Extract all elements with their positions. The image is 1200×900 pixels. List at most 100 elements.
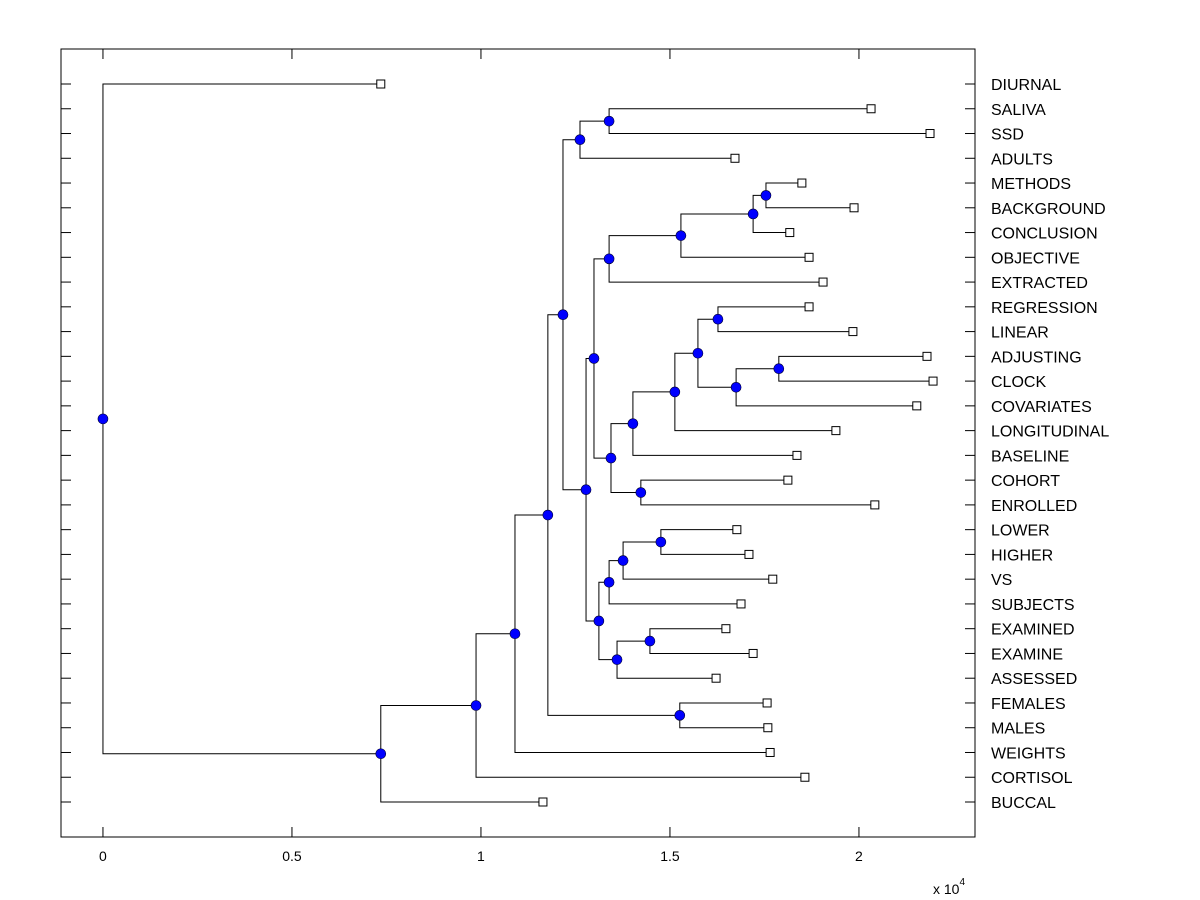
leaf-label: MALES xyxy=(991,721,1045,738)
cluster-node xyxy=(574,134,586,146)
cluster-node xyxy=(730,381,742,393)
cluster-node xyxy=(773,363,785,375)
cluster-node xyxy=(375,748,387,760)
cluster-node xyxy=(603,576,615,588)
leaf-marker xyxy=(800,772,810,782)
branch-link xyxy=(380,704,477,754)
leaf-label: SSD xyxy=(991,127,1024,144)
x-tick-label: 0 xyxy=(99,848,107,864)
branch-link xyxy=(598,620,618,661)
leaf-label: CLOCK xyxy=(991,374,1046,391)
x-tick-label: 1.5 xyxy=(660,848,680,864)
leaf-label: FEMALES xyxy=(991,696,1066,713)
leaf-marker xyxy=(922,351,932,361)
branch-link xyxy=(547,515,680,716)
branch-link xyxy=(380,753,543,803)
leaf-marker xyxy=(376,79,386,89)
branch-link xyxy=(752,213,790,234)
internal-nodes xyxy=(97,115,785,760)
x-tick-label: 2 xyxy=(855,848,863,864)
leaf-label: EXTRACTED xyxy=(991,275,1088,292)
branch-link xyxy=(680,213,754,236)
branch-link xyxy=(608,258,824,283)
leaf-label: COHORT xyxy=(991,473,1060,490)
plot-area xyxy=(60,48,976,838)
leaf-label: BACKGROUND xyxy=(991,201,1106,218)
leaf-label: METHODS xyxy=(991,176,1071,193)
leaf-label: VS xyxy=(991,572,1012,589)
branch-link xyxy=(697,318,718,354)
cluster-node xyxy=(627,418,639,429)
leaf-marker xyxy=(804,252,814,262)
cluster-node xyxy=(542,509,554,521)
leaf-label: LINEAR xyxy=(991,325,1049,342)
x-multiplier-exponent: 4 xyxy=(959,877,965,888)
leaf-marker xyxy=(711,673,721,683)
cluster-node xyxy=(669,386,681,398)
leaf-label: ENROLLED xyxy=(991,498,1077,515)
cluster-node xyxy=(611,654,623,665)
branch-link xyxy=(102,83,381,419)
leaf-label: BASELINE xyxy=(991,448,1069,465)
leaf-marker xyxy=(730,153,740,163)
leaf-label: EXAMINE xyxy=(991,646,1063,663)
cluster-node xyxy=(603,253,615,265)
x-tick-labels: 0 0.5 1 1.5 2 xyxy=(99,848,863,864)
leaf-marker xyxy=(797,178,807,188)
cluster-node xyxy=(675,230,687,241)
cluster-node xyxy=(617,555,629,566)
leaf-label: ADULTS xyxy=(991,151,1053,168)
leaf-marker xyxy=(763,723,773,733)
leaf-marker xyxy=(538,797,548,807)
leaf-label: OBJECTIVE xyxy=(991,250,1080,267)
branch-link xyxy=(632,391,675,424)
leaf-marker xyxy=(732,525,742,535)
cluster-node xyxy=(588,353,600,364)
branch-link xyxy=(593,358,611,459)
leaf-marker xyxy=(765,747,775,757)
branch-link xyxy=(579,139,735,159)
cluster-node xyxy=(712,313,724,325)
leaf-label: SUBJECTS xyxy=(991,597,1075,614)
branch-link xyxy=(514,514,548,634)
leaf-label: REGRESSION xyxy=(991,300,1098,317)
leaf-marker xyxy=(831,426,841,436)
branch-link xyxy=(579,120,610,140)
cluster-node xyxy=(509,628,521,640)
axis-ticks xyxy=(61,49,975,837)
leaf-label: BUCCAL xyxy=(991,795,1056,812)
leaf-marker xyxy=(804,302,814,312)
branch-link xyxy=(608,582,742,605)
leaf-label: LOWER xyxy=(991,523,1050,540)
branch-link xyxy=(562,314,587,491)
branch-link xyxy=(610,423,633,459)
cluster-node xyxy=(655,536,667,548)
branch-link xyxy=(475,705,805,778)
branch-link xyxy=(102,418,381,755)
branch-link xyxy=(632,423,797,456)
leaf-marker xyxy=(925,129,935,139)
leaf-marker xyxy=(848,327,858,337)
leaf-marker xyxy=(818,277,828,287)
leaf-label: LONGITUDINAL xyxy=(991,424,1109,441)
leaf-label: CONCLUSION xyxy=(991,226,1098,243)
cluster-node xyxy=(674,710,686,721)
leaf-labels: DIURNAL SALIVA SSD ADULTS METHODS BACKGROUND C… xyxy=(991,77,1109,812)
cluster-node xyxy=(603,115,615,127)
branch-link xyxy=(610,458,641,494)
branch-link xyxy=(622,560,773,580)
branch-link xyxy=(562,139,580,315)
leaf-marker xyxy=(768,574,778,584)
leaf-marker xyxy=(744,549,754,559)
leaf-marker xyxy=(849,203,859,213)
x-multiplier: x 104 xyxy=(933,877,965,897)
leaf-label: EXAMINED xyxy=(991,622,1075,639)
leaf-label: SALIVA xyxy=(991,102,1046,119)
x-tick-label: 1 xyxy=(477,848,485,864)
branch-link xyxy=(674,391,836,432)
cluster-node xyxy=(747,208,759,220)
leaf-markers xyxy=(376,79,938,807)
cluster-node xyxy=(760,190,772,201)
x-multiplier-base: x 10 xyxy=(933,881,960,897)
